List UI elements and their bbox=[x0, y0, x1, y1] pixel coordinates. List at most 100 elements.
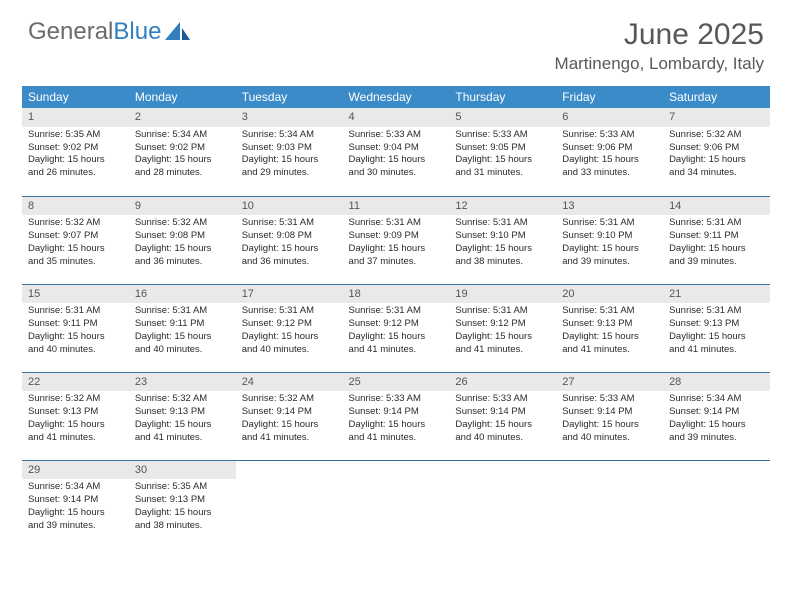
daylight-line: Daylight: 15 hours and 40 minutes. bbox=[28, 331, 123, 357]
day-number: 11 bbox=[343, 197, 450, 216]
sunset-line: Sunset: 9:11 PM bbox=[135, 318, 230, 331]
day-number: 14 bbox=[663, 197, 770, 216]
daylight-line: Daylight: 15 hours and 31 minutes. bbox=[455, 154, 550, 180]
daylight-line: Daylight: 15 hours and 39 minutes. bbox=[669, 419, 764, 445]
logo-text-part1: General bbox=[28, 18, 113, 46]
day-number: 5 bbox=[449, 108, 556, 127]
calendar-cell: 26Sunrise: 5:33 AMSunset: 9:14 PMDayligh… bbox=[449, 372, 556, 460]
calendar-cell: 15Sunrise: 5:31 AMSunset: 9:11 PMDayligh… bbox=[22, 284, 129, 372]
daylight-line: Daylight: 15 hours and 36 minutes. bbox=[242, 243, 337, 269]
day-number: 8 bbox=[22, 197, 129, 216]
sunset-line: Sunset: 9:03 PM bbox=[242, 142, 337, 155]
calendar-cell: 28Sunrise: 5:34 AMSunset: 9:14 PMDayligh… bbox=[663, 372, 770, 460]
calendar-cell bbox=[556, 460, 663, 548]
sunrise-line: Sunrise: 5:31 AM bbox=[669, 305, 764, 318]
sunset-line: Sunset: 9:08 PM bbox=[242, 230, 337, 243]
day-number: 2 bbox=[129, 108, 236, 127]
sunrise-line: Sunrise: 5:31 AM bbox=[349, 305, 444, 318]
daylight-line: Daylight: 15 hours and 35 minutes. bbox=[28, 243, 123, 269]
day-content: Sunrise: 5:31 AMSunset: 9:11 PMDaylight:… bbox=[22, 303, 129, 360]
daylight-line: Daylight: 15 hours and 38 minutes. bbox=[135, 507, 230, 533]
day-content: Sunrise: 5:33 AMSunset: 9:14 PMDaylight:… bbox=[556, 391, 663, 448]
sunrise-line: Sunrise: 5:31 AM bbox=[242, 305, 337, 318]
sunrise-line: Sunrise: 5:32 AM bbox=[669, 129, 764, 142]
sunrise-line: Sunrise: 5:33 AM bbox=[562, 393, 657, 406]
daylight-line: Daylight: 15 hours and 39 minutes. bbox=[669, 243, 764, 269]
sunset-line: Sunset: 9:14 PM bbox=[242, 406, 337, 419]
day-content: Sunrise: 5:34 AMSunset: 9:14 PMDaylight:… bbox=[663, 391, 770, 448]
daylight-line: Daylight: 15 hours and 40 minutes. bbox=[562, 419, 657, 445]
calendar-row: 1Sunrise: 5:35 AMSunset: 9:02 PMDaylight… bbox=[22, 108, 770, 196]
day-number: 3 bbox=[236, 108, 343, 127]
calendar-row: 29Sunrise: 5:34 AMSunset: 9:14 PMDayligh… bbox=[22, 460, 770, 548]
calendar-cell: 4Sunrise: 5:33 AMSunset: 9:04 PMDaylight… bbox=[343, 108, 450, 196]
calendar-cell: 19Sunrise: 5:31 AMSunset: 9:12 PMDayligh… bbox=[449, 284, 556, 372]
calendar-cell bbox=[663, 460, 770, 548]
day-content: Sunrise: 5:31 AMSunset: 9:09 PMDaylight:… bbox=[343, 215, 450, 272]
logo: GeneralBlue bbox=[28, 18, 191, 46]
daylight-line: Daylight: 15 hours and 40 minutes. bbox=[135, 331, 230, 357]
sunrise-line: Sunrise: 5:33 AM bbox=[349, 129, 444, 142]
day-number: 13 bbox=[556, 197, 663, 216]
calendar-cell: 10Sunrise: 5:31 AMSunset: 9:08 PMDayligh… bbox=[236, 196, 343, 284]
sunrise-line: Sunrise: 5:34 AM bbox=[135, 129, 230, 142]
sunset-line: Sunset: 9:07 PM bbox=[28, 230, 123, 243]
calendar-cell: 9Sunrise: 5:32 AMSunset: 9:08 PMDaylight… bbox=[129, 196, 236, 284]
weekday-header: Wednesday bbox=[343, 86, 450, 108]
sunrise-line: Sunrise: 5:32 AM bbox=[135, 217, 230, 230]
day-number: 18 bbox=[343, 285, 450, 304]
sunset-line: Sunset: 9:13 PM bbox=[135, 406, 230, 419]
day-content: Sunrise: 5:33 AMSunset: 9:14 PMDaylight:… bbox=[343, 391, 450, 448]
sunrise-line: Sunrise: 5:31 AM bbox=[135, 305, 230, 318]
day-number: 29 bbox=[22, 461, 129, 480]
day-number: 7 bbox=[663, 108, 770, 127]
day-number: 17 bbox=[236, 285, 343, 304]
daylight-line: Daylight: 15 hours and 33 minutes. bbox=[562, 154, 657, 180]
day-content: Sunrise: 5:31 AMSunset: 9:10 PMDaylight:… bbox=[556, 215, 663, 272]
sunrise-line: Sunrise: 5:31 AM bbox=[242, 217, 337, 230]
day-number: 16 bbox=[129, 285, 236, 304]
daylight-line: Daylight: 15 hours and 40 minutes. bbox=[455, 419, 550, 445]
sunrise-line: Sunrise: 5:34 AM bbox=[242, 129, 337, 142]
daylight-line: Daylight: 15 hours and 28 minutes. bbox=[135, 154, 230, 180]
daylight-line: Daylight: 15 hours and 41 minutes. bbox=[669, 331, 764, 357]
sunset-line: Sunset: 9:12 PM bbox=[455, 318, 550, 331]
header: GeneralBlue June 2025 Martinengo, Lombar… bbox=[0, 0, 792, 78]
calendar-cell: 23Sunrise: 5:32 AMSunset: 9:13 PMDayligh… bbox=[129, 372, 236, 460]
daylight-line: Daylight: 15 hours and 26 minutes. bbox=[28, 154, 123, 180]
calendar-cell: 5Sunrise: 5:33 AMSunset: 9:05 PMDaylight… bbox=[449, 108, 556, 196]
day-number: 21 bbox=[663, 285, 770, 304]
sunset-line: Sunset: 9:13 PM bbox=[562, 318, 657, 331]
day-number: 28 bbox=[663, 373, 770, 392]
day-content: Sunrise: 5:35 AMSunset: 9:13 PMDaylight:… bbox=[129, 479, 236, 536]
day-number: 26 bbox=[449, 373, 556, 392]
daylight-line: Daylight: 15 hours and 41 minutes. bbox=[28, 419, 123, 445]
daylight-line: Daylight: 15 hours and 29 minutes. bbox=[242, 154, 337, 180]
calendar-cell bbox=[236, 460, 343, 548]
weekday-header: Tuesday bbox=[236, 86, 343, 108]
sunset-line: Sunset: 9:08 PM bbox=[135, 230, 230, 243]
sunset-line: Sunset: 9:05 PM bbox=[455, 142, 550, 155]
day-number: 1 bbox=[22, 108, 129, 127]
day-content: Sunrise: 5:32 AMSunset: 9:08 PMDaylight:… bbox=[129, 215, 236, 272]
day-number: 24 bbox=[236, 373, 343, 392]
day-content: Sunrise: 5:31 AMSunset: 9:13 PMDaylight:… bbox=[556, 303, 663, 360]
day-content: Sunrise: 5:32 AMSunset: 9:13 PMDaylight:… bbox=[22, 391, 129, 448]
title-block: June 2025 Martinengo, Lombardy, Italy bbox=[555, 18, 764, 74]
calendar-cell: 18Sunrise: 5:31 AMSunset: 9:12 PMDayligh… bbox=[343, 284, 450, 372]
sunrise-line: Sunrise: 5:31 AM bbox=[455, 305, 550, 318]
daylight-line: Daylight: 15 hours and 36 minutes. bbox=[135, 243, 230, 269]
day-content: Sunrise: 5:33 AMSunset: 9:04 PMDaylight:… bbox=[343, 127, 450, 184]
day-number: 10 bbox=[236, 197, 343, 216]
sunset-line: Sunset: 9:14 PM bbox=[669, 406, 764, 419]
day-content: Sunrise: 5:35 AMSunset: 9:02 PMDaylight:… bbox=[22, 127, 129, 184]
day-content: Sunrise: 5:32 AMSunset: 9:07 PMDaylight:… bbox=[22, 215, 129, 272]
day-content: Sunrise: 5:31 AMSunset: 9:12 PMDaylight:… bbox=[343, 303, 450, 360]
sunrise-line: Sunrise: 5:34 AM bbox=[669, 393, 764, 406]
calendar-row: 15Sunrise: 5:31 AMSunset: 9:11 PMDayligh… bbox=[22, 284, 770, 372]
sunrise-line: Sunrise: 5:32 AM bbox=[242, 393, 337, 406]
sunrise-line: Sunrise: 5:33 AM bbox=[455, 393, 550, 406]
day-number: 4 bbox=[343, 108, 450, 127]
calendar-row: 8Sunrise: 5:32 AMSunset: 9:07 PMDaylight… bbox=[22, 196, 770, 284]
day-content: Sunrise: 5:31 AMSunset: 9:11 PMDaylight:… bbox=[129, 303, 236, 360]
